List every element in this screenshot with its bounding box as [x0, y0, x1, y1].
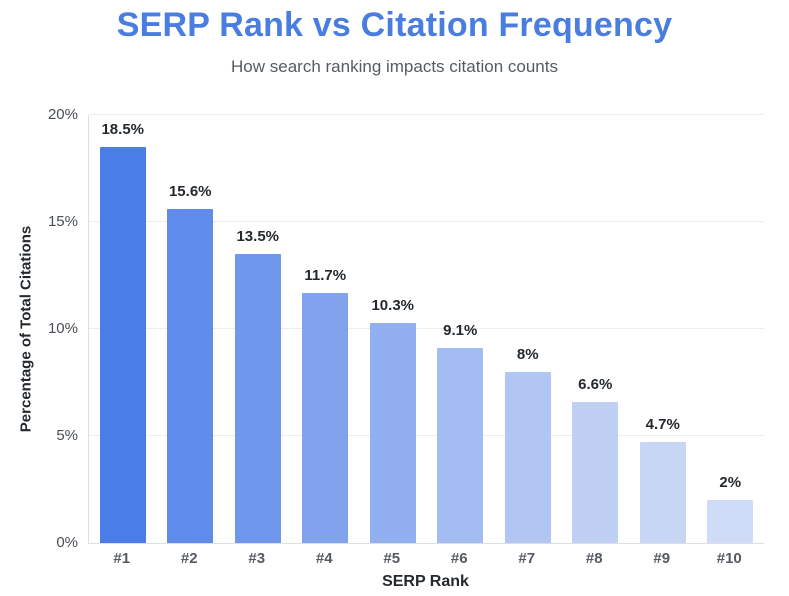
bar-value-label-#3: 13.5%: [236, 228, 280, 246]
x-tick-#2: #2: [180, 550, 198, 567]
gridline-15%: [89, 221, 764, 222]
gridline-20%: [89, 114, 764, 115]
x-tick-#4: #4: [315, 550, 333, 567]
bar-value-label-#8: 6.6%: [578, 375, 613, 393]
x-tick-#8: #8: [585, 550, 603, 567]
bar-slot-#5: 10.3%: [359, 115, 427, 543]
bar-value-label-#5: 10.3%: [371, 296, 415, 314]
x-tick-#7: #7: [518, 550, 536, 567]
x-tick-#10: #10: [716, 550, 742, 567]
bar-slot-#3: 13.5%: [224, 115, 292, 543]
bar-value-label-#9: 4.7%: [645, 416, 680, 434]
bar-value-label-#10: 2%: [719, 474, 742, 492]
bar-rank-#9: [639, 442, 686, 543]
gridline-5%: [89, 435, 764, 436]
gridline-10%: [89, 328, 764, 329]
bar-value-label-#7: 8%: [516, 345, 539, 363]
bar-slot-#10: 2%: [697, 115, 765, 543]
bar-value-label-#4: 11.7%: [304, 266, 347, 284]
x-tick-#5: #5: [383, 550, 401, 567]
bar-slot-#9: 4.7%: [629, 115, 697, 543]
bar-rank-#3: [234, 254, 281, 543]
bar-slot-#8: 6.6%: [562, 115, 630, 543]
bar-rank-#4: [302, 292, 349, 543]
bar-value-label-#2: 15.6%: [168, 183, 212, 201]
plot-area: 18.5% 15.6% 13.5% 11.7% 10.3% 9.1% 8% 6.6% 4.7% 2…: [88, 114, 764, 544]
bar-slot-#7: 8%: [494, 115, 562, 543]
x-tick-#3: #3: [248, 550, 266, 567]
x-axis-title: SERP Rank: [382, 573, 469, 590]
bar-rank-#2: [167, 209, 214, 543]
bar-rank-#8: [572, 401, 619, 543]
y-tick-20%: 20%: [47, 106, 78, 123]
bar-rank-#10: [707, 500, 754, 543]
bar-slot-#4: 11.7%: [292, 115, 360, 543]
x-axis-tick-labels: #1 #2 #3 #4 #5 #6 #7 #8 #9 #10: [88, 550, 763, 567]
x-tick-#9: #9: [653, 550, 671, 567]
bars-group: 18.5% 15.6% 13.5% 11.7% 10.3% 9.1% 8% 6.6% 4.7% 2…: [89, 115, 764, 543]
bar-value-label-#1: 18.5%: [101, 121, 145, 139]
bar-rank-#7: [504, 371, 551, 543]
chart-title: SERP Rank vs Citation Frequency: [116, 6, 673, 44]
x-tick-#6: #6: [450, 550, 468, 567]
bar-slot-#2: 15.6%: [157, 115, 225, 543]
x-tick-#1: #1: [113, 550, 131, 567]
y-tick-5%: 5%: [56, 427, 78, 444]
bar-rank-#5: [369, 322, 416, 543]
bar-slot-#6: 9.1%: [427, 115, 495, 543]
bar-rank-#1: [99, 147, 146, 543]
y-tick-10%: 10%: [47, 320, 78, 337]
bar-rank-#6: [437, 348, 484, 543]
bar-value-label-#6: 9.1%: [443, 322, 478, 340]
chart-subtitle: How search ranking impacts citation coun…: [231, 57, 558, 76]
y-tick-15%: 15%: [47, 213, 78, 230]
bar-slot-#1: 18.5%: [89, 115, 157, 543]
y-tick-0%: 0%: [56, 534, 78, 551]
